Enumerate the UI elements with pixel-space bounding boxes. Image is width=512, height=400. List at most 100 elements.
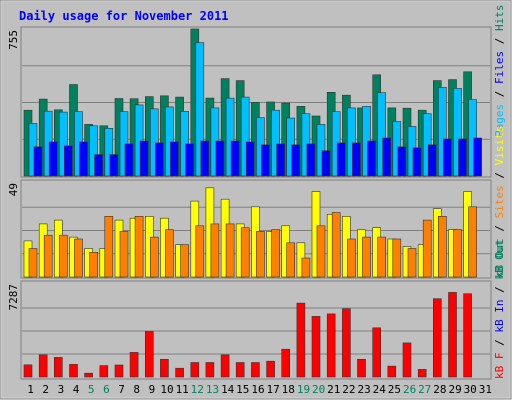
legend-visits: Visits — [493, 126, 506, 166]
kbytes-bar-kb-f-23 — [357, 358, 366, 378]
chart-title: Daily usage for November 2011 — [19, 9, 229, 23]
day-tick-label: 26 — [403, 383, 416, 396]
visits-bar-sites-20 — [316, 225, 326, 278]
kbytes-bar-kb-f-14 — [220, 354, 230, 378]
hits-bar-pages-22 — [352, 142, 361, 177]
hits-bar-pages-27 — [427, 144, 437, 177]
visits-bar-sites-15 — [240, 227, 250, 278]
legend-kb-in: kB In — [493, 300, 506, 333]
day-tick-label: 27 — [418, 383, 431, 396]
hits-bar-pages-17 — [276, 143, 285, 177]
hits-bar-files-8 — [134, 104, 144, 177]
day-tick-label: 12 — [191, 383, 204, 396]
hits-bar-files-29 — [453, 88, 462, 177]
hits-bar-files-14 — [225, 97, 235, 177]
hits-bar-files-28 — [437, 87, 447, 177]
legend-sep: / — [493, 218, 506, 238]
hits-bar-files-9 — [150, 108, 159, 177]
kbytes-bar-kb-f-1 — [23, 364, 33, 378]
visits-legend: kB Out / Sites / Visits — [493, 126, 506, 278]
hits-bar-pages-30 — [473, 137, 482, 177]
hits-bar-files-5 — [89, 125, 98, 177]
day-tick-label: 8 — [133, 383, 140, 396]
hits-bar-pages-25 — [397, 146, 407, 177]
kbytes-bar-kb-f-26 — [402, 342, 412, 378]
legend-pages: Pages — [493, 104, 506, 137]
kbytes-bar-kb-f-11 — [175, 367, 184, 378]
day-tick-label: 19 — [297, 383, 310, 396]
visits-bar-sites-5 — [89, 252, 98, 278]
legend-sep: / — [493, 333, 506, 353]
day-tick-label: 24 — [373, 383, 387, 396]
hits-bar-files-15 — [240, 96, 250, 177]
legend-kb-out: kB Out — [493, 238, 506, 278]
kbytes-bar-kb-f-8 — [129, 352, 139, 378]
day-tick-label: 28 — [433, 383, 446, 396]
visits-bar-sites-29 — [453, 229, 462, 278]
day-tick-label: 10 — [160, 383, 173, 396]
kbytes-ymax-label: 7287 — [7, 284, 20, 311]
hits-bar-pages-24 — [382, 137, 392, 177]
hits-bar-pages-16 — [261, 144, 270, 177]
hits-ymax-label: 755 — [7, 30, 20, 50]
visits-bar-sites-18 — [286, 242, 296, 278]
kbytes-bar-kb-f-24 — [372, 327, 382, 378]
day-tick-label: 23 — [357, 383, 370, 396]
hits-bar-pages-6 — [109, 154, 119, 177]
day-tick-label: 1 — [27, 383, 34, 396]
hits-bar-pages-23 — [367, 140, 376, 177]
day-tick-label: 4 — [73, 383, 80, 396]
visits-bar-sites-26 — [407, 248, 417, 278]
visits-bar-sites-19 — [301, 257, 311, 278]
visits-bar-sites-14 — [225, 223, 235, 278]
kbytes-bar-kb-f-30 — [463, 293, 472, 378]
visits-bar-sites-24 — [377, 236, 387, 278]
hits-bar-pages-12 — [200, 140, 210, 177]
visits-bar-sites-21 — [331, 212, 341, 278]
visits-bar-sites-11 — [180, 244, 189, 278]
day-tick-label: 6 — [103, 383, 110, 396]
hits-bar-pages-19 — [306, 143, 316, 177]
legend-sep: / — [493, 84, 506, 104]
hits-bar-pages-2 — [48, 141, 58, 177]
hits-bar-pages-26 — [412, 147, 422, 177]
legend-sep: / — [493, 31, 506, 51]
day-tick-label: 3 — [58, 383, 65, 396]
day-tick-label: 2 — [42, 383, 49, 396]
visits-bar-sites-13 — [210, 223, 220, 278]
kbytes-bar-kb-f-19 — [296, 302, 306, 378]
kbytes-bar-kb-f-17 — [266, 360, 275, 378]
legend-sites: Sites — [493, 185, 506, 218]
visits-bar-sites-4 — [74, 238, 83, 278]
kbytes-bar-kb-f-16 — [251, 362, 260, 378]
day-tick-label: 13 — [206, 383, 219, 396]
kbytes-bar-kb-f-27 — [417, 369, 427, 378]
kbytes-bar-kb-f-20 — [311, 316, 321, 378]
visits-ymax-label: 49 — [7, 183, 20, 196]
legend-hits: Hits — [493, 5, 506, 32]
hits-bar-pages-15 — [245, 141, 255, 177]
kbytes-bar-kb-f-22 — [342, 308, 351, 378]
day-tick-label: 15 — [236, 383, 249, 396]
visits-bar-sites-23 — [362, 236, 371, 278]
hits-bar-files-20 — [316, 124, 326, 177]
hits-bar-files-22 — [347, 107, 356, 177]
legend-sep: / — [493, 165, 506, 185]
hits-bar-pages-4 — [79, 141, 88, 177]
kbytes-bar-kb-f-18 — [281, 348, 291, 378]
hits-legend: Pages / Files / Hits — [493, 5, 506, 138]
hits-bar-files-24 — [377, 92, 387, 177]
kbytes-bar-kb-f-2 — [38, 354, 48, 378]
hits-bar-files-17 — [271, 109, 280, 177]
kbytes-bar-kb-f-9 — [145, 331, 154, 378]
day-tick-label: 22 — [342, 383, 355, 396]
hits-bar-pages-8 — [139, 140, 149, 177]
hits-bar-files-12 — [195, 42, 205, 177]
legend-kb-out-2: kB Out — [493, 240, 506, 280]
hits-bar-pages-29 — [458, 138, 467, 177]
visits-bar-sites-30 — [468, 206, 477, 278]
visits-bar-sites-17 — [271, 229, 280, 278]
kbytes-bar-kb-f-4 — [69, 364, 78, 378]
kbytes-bar-kb-f-13 — [205, 362, 215, 378]
